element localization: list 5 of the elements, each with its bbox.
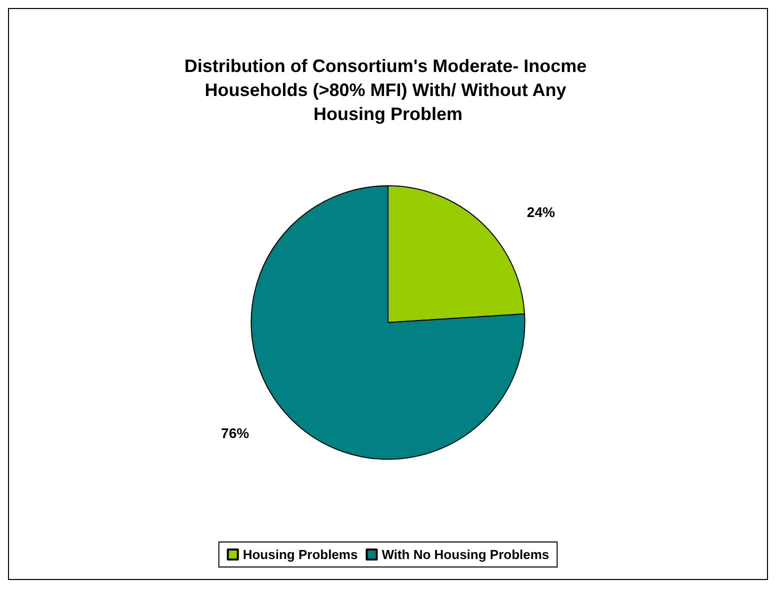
data-label: 24% bbox=[526, 204, 556, 220]
legend-label: With No Housing Problems bbox=[382, 547, 550, 562]
data-label: 76% bbox=[221, 425, 250, 442]
chart-title: Distribution of Consortium's Moderate- Inocme Households (>80% MFI) With/ Without Any Housing Problem bbox=[184, 56, 592, 124]
legend-label: Housing Problems bbox=[242, 547, 358, 562]
